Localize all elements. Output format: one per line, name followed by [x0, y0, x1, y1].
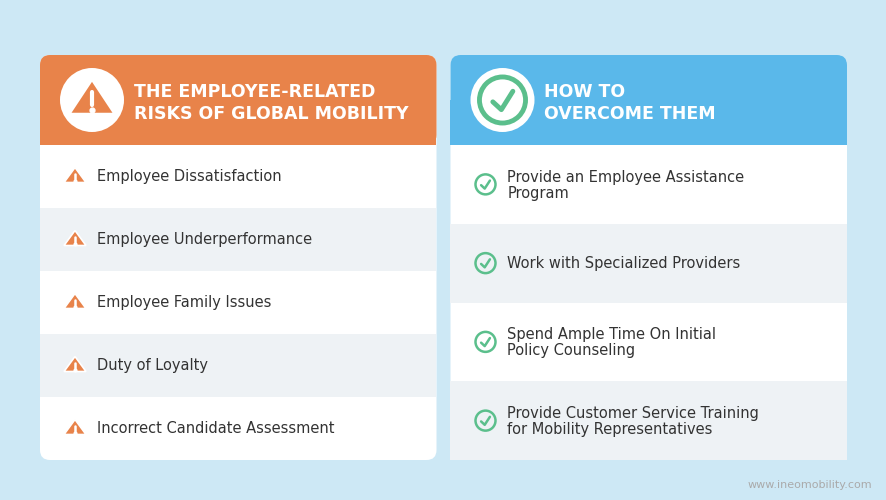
- Text: Employee Underperformance: Employee Underperformance: [97, 232, 312, 247]
- Text: THE EMPLOYEE-RELATED: THE EMPLOYEE-RELATED: [134, 83, 375, 101]
- FancyBboxPatch shape: [450, 55, 846, 460]
- Text: Provide Customer Service Training: Provide Customer Service Training: [507, 406, 758, 421]
- Text: Work with Specialized Providers: Work with Specialized Providers: [507, 256, 740, 270]
- Polygon shape: [64, 294, 86, 308]
- Text: HOW TO: HOW TO: [544, 83, 625, 101]
- Polygon shape: [69, 80, 115, 114]
- Bar: [450, 381, 846, 460]
- Ellipse shape: [60, 68, 124, 132]
- Text: Program: Program: [507, 186, 569, 201]
- Text: Policy Counseling: Policy Counseling: [507, 344, 635, 358]
- Bar: [40, 334, 436, 397]
- Text: www.ineomobility.com: www.ineomobility.com: [747, 480, 871, 490]
- FancyBboxPatch shape: [450, 55, 846, 145]
- Text: for Mobility Representatives: for Mobility Representatives: [507, 422, 712, 437]
- Bar: [40, 208, 436, 271]
- Polygon shape: [64, 168, 86, 182]
- Text: Employee Dissatisfaction: Employee Dissatisfaction: [97, 169, 282, 184]
- Text: Spend Ample Time On Initial: Spend Ample Time On Initial: [507, 328, 716, 342]
- Bar: [450, 224, 846, 302]
- Text: RISKS OF GLOBAL MOBILITY: RISKS OF GLOBAL MOBILITY: [134, 105, 408, 123]
- Polygon shape: [64, 230, 86, 246]
- FancyBboxPatch shape: [40, 55, 436, 460]
- Text: OVERCOME THEM: OVERCOME THEM: [544, 105, 715, 123]
- Text: Provide an Employee Assistance: Provide an Employee Assistance: [507, 170, 743, 185]
- Polygon shape: [64, 356, 86, 372]
- Text: Employee Family Issues: Employee Family Issues: [97, 295, 271, 310]
- Bar: [40, 100, 436, 145]
- FancyBboxPatch shape: [40, 55, 436, 145]
- Polygon shape: [64, 420, 86, 434]
- Text: Duty of Loyalty: Duty of Loyalty: [97, 358, 207, 373]
- Text: Incorrect Candidate Assessment: Incorrect Candidate Assessment: [97, 421, 334, 436]
- Ellipse shape: [470, 68, 534, 132]
- Bar: [450, 100, 846, 145]
